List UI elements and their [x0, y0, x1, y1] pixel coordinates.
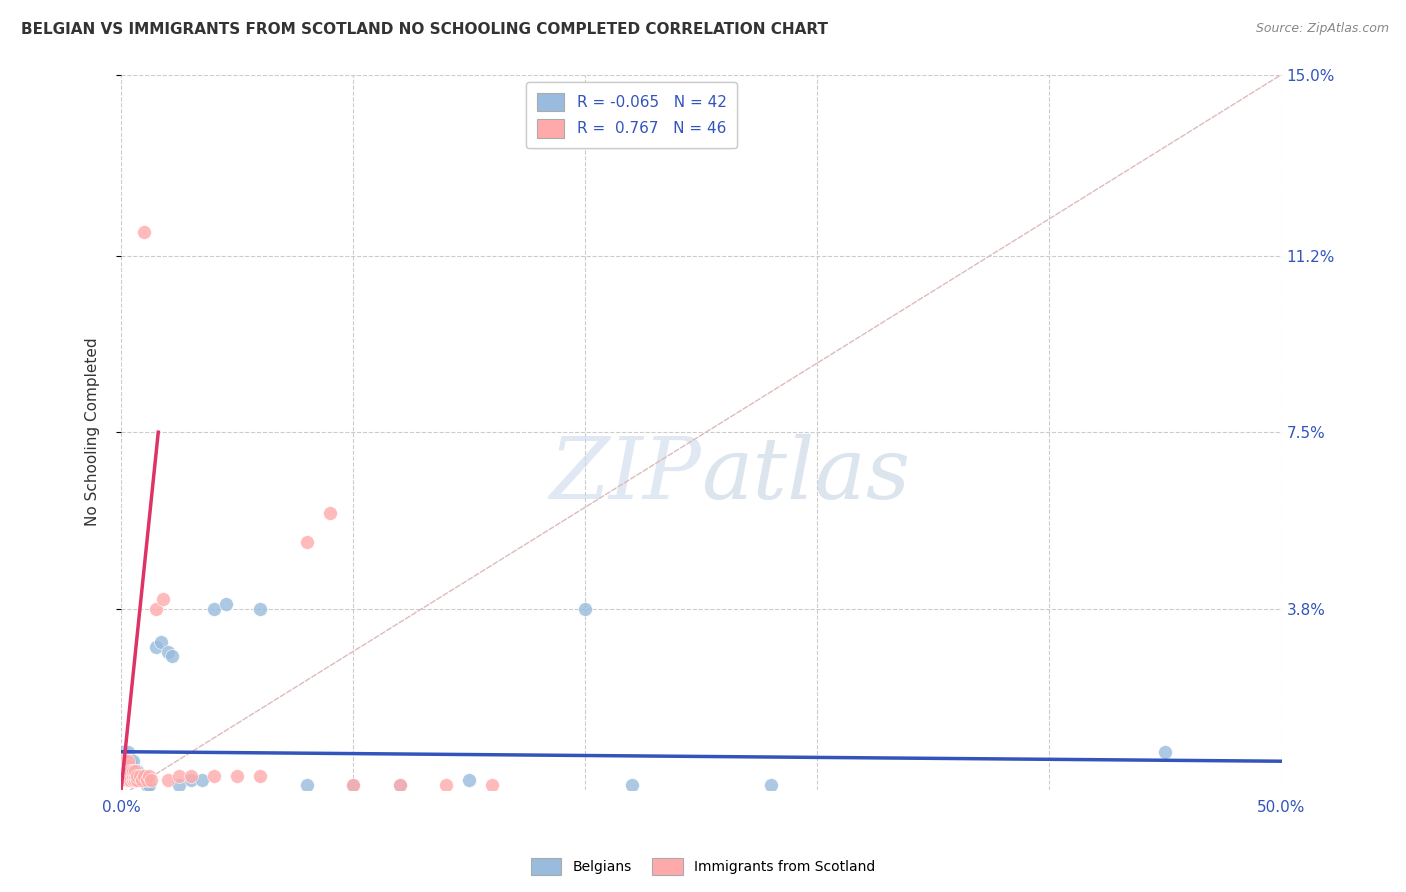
Legend: R = -0.065   N = 42, R =  0.767   N = 46: R = -0.065 N = 42, R = 0.767 N = 46 [526, 82, 737, 148]
Point [127, 768, 149, 782]
Point [121, 764, 143, 778]
Point [342, 778, 364, 792]
Text: atlas: atlas [702, 434, 911, 516]
Point [180, 773, 202, 788]
Y-axis label: No Schooling Completed: No Schooling Completed [86, 338, 100, 526]
Point [120, 773, 142, 788]
Point [120, 768, 142, 782]
Point [156, 773, 179, 788]
Point [127, 764, 149, 778]
Text: Source: ZipAtlas.com: Source: ZipAtlas.com [1256, 22, 1389, 36]
Point [120, 764, 142, 778]
Point [112, 768, 135, 782]
Point [759, 778, 782, 792]
Point [214, 597, 236, 611]
Point [117, 768, 139, 782]
Point [202, 601, 225, 615]
Point [117, 773, 139, 788]
Point [128, 773, 150, 788]
Point [134, 773, 156, 788]
Point [114, 764, 136, 778]
Point [112, 745, 135, 759]
Point [117, 754, 139, 768]
Point [121, 754, 143, 768]
Point [112, 759, 135, 773]
Point [112, 754, 135, 768]
Point [138, 768, 160, 782]
Point [434, 778, 457, 792]
Point [117, 764, 139, 778]
Text: ZIP: ZIP [550, 434, 702, 516]
Point [124, 764, 146, 778]
Point [145, 640, 167, 654]
Point [121, 773, 143, 788]
Point [141, 773, 163, 788]
Point [124, 764, 146, 778]
Legend: Belgians, Immigrants from Scotland: Belgians, Immigrants from Scotland [524, 853, 882, 880]
Point [152, 592, 174, 607]
Point [114, 749, 136, 764]
Point [180, 768, 202, 782]
Point [388, 778, 411, 792]
Point [295, 778, 318, 792]
Point [388, 778, 411, 792]
Point [121, 773, 143, 788]
Point [620, 778, 643, 792]
Point [574, 601, 596, 615]
Point [121, 764, 143, 778]
Point [149, 635, 172, 649]
Point [117, 754, 139, 768]
Point [117, 759, 139, 773]
Point [117, 745, 139, 759]
Point [481, 778, 503, 792]
Point [135, 773, 157, 788]
Point [131, 773, 153, 788]
Point [226, 768, 249, 782]
Text: BELGIAN VS IMMIGRANTS FROM SCOTLAND NO SCHOOLING COMPLETED CORRELATION CHART: BELGIAN VS IMMIGRANTS FROM SCOTLAND NO S… [21, 22, 828, 37]
Point [117, 764, 139, 778]
Point [167, 768, 190, 782]
Point [127, 773, 149, 788]
Point [114, 759, 136, 773]
Point [319, 506, 342, 520]
Point [145, 601, 167, 615]
Point [112, 764, 135, 778]
Point [127, 773, 149, 788]
Point [112, 749, 135, 764]
Point [458, 773, 481, 788]
Point [114, 754, 136, 768]
Point [124, 773, 146, 788]
Point [114, 759, 136, 773]
Point [121, 768, 143, 782]
Point [134, 768, 156, 782]
Point [114, 768, 136, 782]
Point [191, 773, 214, 788]
Point [249, 768, 271, 782]
Point [167, 778, 190, 792]
Point [120, 764, 142, 778]
Point [342, 778, 364, 792]
Point [117, 773, 139, 788]
Point [135, 778, 157, 792]
Point [134, 225, 156, 239]
Point [138, 778, 160, 792]
Point [114, 768, 136, 782]
Point [124, 768, 146, 782]
Point [1154, 745, 1177, 759]
Point [120, 773, 142, 788]
Point [124, 773, 146, 788]
Point [112, 768, 135, 782]
Point [156, 644, 179, 658]
Point [131, 773, 153, 788]
Point [128, 768, 150, 782]
Point [202, 768, 225, 782]
Point [249, 601, 271, 615]
Point [295, 534, 318, 549]
Point [160, 649, 183, 664]
Point [120, 754, 142, 768]
